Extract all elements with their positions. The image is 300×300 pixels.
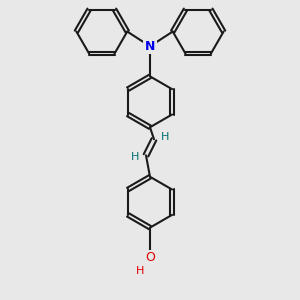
Text: N: N (145, 40, 155, 53)
Text: H: H (136, 266, 144, 276)
Text: H: H (131, 152, 140, 162)
Text: H: H (160, 132, 169, 142)
Text: O: O (145, 251, 155, 264)
